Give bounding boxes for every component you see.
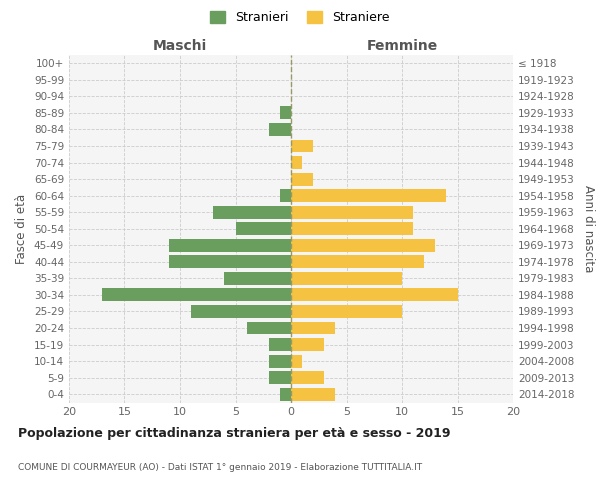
Legend: Stranieri, Straniere: Stranieri, Straniere [205,6,395,29]
Bar [291,354,302,368]
Bar [291,322,335,334]
Bar [291,156,302,169]
Bar [291,140,313,152]
Bar [291,222,413,235]
Bar [224,272,291,285]
Bar [169,256,291,268]
Bar [291,371,325,384]
Bar [291,256,424,268]
Y-axis label: Anni di nascita: Anni di nascita [581,185,595,272]
Bar [291,388,335,400]
Bar [280,106,291,120]
Bar [269,123,291,136]
Bar [247,322,291,334]
Bar [291,206,413,218]
Text: COMUNE DI COURMAYEUR (AO) - Dati ISTAT 1° gennaio 2019 - Elaborazione TUTTITALIA: COMUNE DI COURMAYEUR (AO) - Dati ISTAT 1… [18,462,422,471]
Bar [269,354,291,368]
Bar [291,338,325,351]
Text: Femmine: Femmine [367,38,437,52]
Bar [291,305,402,318]
Bar [291,189,446,202]
Text: Maschi: Maschi [153,38,207,52]
Text: Popolazione per cittadinanza straniera per età e sesso - 2019: Popolazione per cittadinanza straniera p… [18,428,451,440]
Y-axis label: Fasce di età: Fasce di età [16,194,28,264]
Bar [291,239,436,252]
Bar [235,222,291,235]
Bar [169,239,291,252]
Bar [214,206,291,218]
Bar [291,272,402,285]
Bar [291,288,458,302]
Bar [280,189,291,202]
Bar [102,288,291,302]
Bar [269,371,291,384]
Bar [280,388,291,400]
Bar [191,305,291,318]
Bar [269,338,291,351]
Bar [291,172,313,186]
